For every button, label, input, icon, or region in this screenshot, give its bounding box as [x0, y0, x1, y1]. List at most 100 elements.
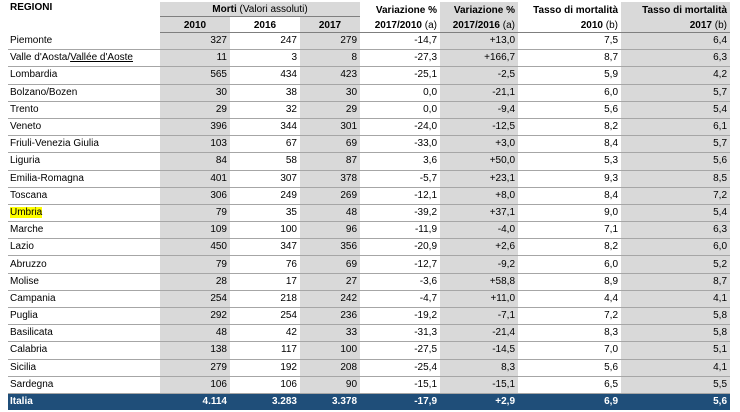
region-name: Calabria — [8, 341, 160, 360]
cell-v1710: -12,1 — [360, 187, 441, 205]
cell-t2017: 5,6 — [621, 393, 731, 410]
region-label: Campania — [10, 292, 56, 304]
region-label: Veneto — [10, 121, 42, 133]
header-tasso1-note: (b) — [605, 20, 619, 31]
cell-t2017: 6,3 — [621, 49, 731, 68]
header-year-2016: 2016 — [230, 16, 300, 33]
region-name: Sicilia — [8, 359, 160, 377]
header-var1-period: 2017/2010 — [374, 20, 422, 31]
table-row: Sardegna 106 106 90 -15,1 -15,1 6,5 5,5 — [8, 376, 731, 394]
table-row: Piemonte 327 247 279 -14,7 +13,0 7,5 6,4 — [8, 32, 731, 51]
cell-v1710: -25,1 — [360, 66, 441, 85]
cell-m2016: 100 — [230, 221, 300, 240]
cell-m2017: 8 — [300, 49, 361, 68]
region-label: Abruzzo — [10, 258, 47, 270]
region-label: Toscana — [10, 189, 48, 201]
cell-v1710: -4,7 — [360, 290, 441, 309]
header-var2-l2: 2017/2016 (a) — [440, 16, 519, 33]
table-row: Lombardia 565 434 423 -25,1 -2,5 5,9 4,2 — [8, 66, 731, 85]
cell-t2010: 7,1 — [518, 221, 622, 240]
cell-m2010: 79 — [160, 255, 230, 274]
cell-t2010: 4,4 — [518, 290, 622, 309]
cell-m2016: 58 — [230, 152, 300, 171]
cell-m2016: 17 — [230, 273, 300, 291]
cell-t2010: 8,4 — [518, 135, 622, 154]
cell-m2016: 67 — [230, 135, 300, 154]
region-name: Puglia — [8, 307, 160, 326]
region-name: Trento — [8, 101, 160, 119]
table-row: Lazio 450 347 356 -20,9 +2,6 8,2 6,0 — [8, 238, 731, 257]
cell-t2017: 4,2 — [621, 66, 731, 85]
region-name: Sardegna — [8, 376, 160, 394]
cell-v1716: -14,5 — [440, 341, 519, 360]
cell-m2010: 306 — [160, 187, 230, 205]
cell-m2010: 84 — [160, 152, 230, 171]
header-morti-label: Morti — [212, 4, 237, 15]
header-tasso1-year: 2010 — [580, 20, 603, 31]
table-row: Basilicata 48 42 33 -31,3 -21,4 8,3 5,8 — [8, 324, 731, 343]
region-label: Emilia-Romagna — [10, 172, 84, 184]
cell-t2017: 6,1 — [621, 118, 731, 137]
table-row: Bolzano/Bozen 30 38 30 0,0 -21,1 6,0 5,7 — [8, 84, 731, 102]
cell-m2016: 35 — [230, 204, 300, 223]
cell-v1716: +3,0 — [440, 135, 519, 154]
cell-t2017: 6,3 — [621, 221, 731, 240]
cell-v1716: +2,9 — [440, 393, 519, 410]
cell-v1716: +13,0 — [440, 32, 519, 51]
cell-m2010: 48 — [160, 324, 230, 343]
cell-m2016: 347 — [230, 238, 300, 257]
cell-m2017: 69 — [300, 135, 361, 154]
region-label: Piemonte — [10, 34, 53, 46]
cell-m2016: 192 — [230, 359, 300, 377]
region-name: Valle d'Aosta/Vallée d'Aoste — [8, 49, 160, 68]
cell-m2010: 450 — [160, 238, 230, 257]
cell-m2017: 69 — [300, 255, 361, 274]
cell-m2017: 27 — [300, 273, 361, 291]
cell-m2010: 4.114 — [160, 393, 230, 410]
region-label: Trento — [10, 103, 39, 115]
cell-m2016: 76 — [230, 255, 300, 274]
region-label: Lombardia — [10, 69, 58, 81]
cell-v1710: -14,7 — [360, 32, 441, 51]
cell-m2017: 30 — [300, 84, 361, 102]
cell-m2017: 356 — [300, 238, 361, 257]
table-row: Friuli-Venezia Giulia 103 67 69 -33,0 +3,0 8,4… — [8, 135, 731, 154]
cell-v1710: -39,2 — [360, 204, 441, 223]
cell-m2016: 42 — [230, 324, 300, 343]
cell-m2016: 254 — [230, 307, 300, 326]
cell-v1710: -15,1 — [360, 376, 441, 394]
cell-v1716: +50,0 — [440, 152, 519, 171]
cell-v1710: -31,3 — [360, 324, 441, 343]
region-name: Italia — [8, 393, 160, 410]
cell-v1716: -12,5 — [440, 118, 519, 137]
header-tasso1-l2: 2010 (b) — [518, 16, 622, 33]
cell-t2010: 7,5 — [518, 32, 622, 51]
cell-m2010: 106 — [160, 376, 230, 394]
cell-m2017: 100 — [300, 341, 361, 360]
cell-m2017: 423 — [300, 66, 361, 85]
region-name: Molise — [8, 273, 160, 291]
cell-v1710: -33,0 — [360, 135, 441, 154]
cell-t2010: 8,9 — [518, 273, 622, 291]
cell-v1716: -21,4 — [440, 324, 519, 343]
region-label: Basilicata — [10, 327, 53, 339]
cell-t2017: 5,8 — [621, 307, 731, 326]
cell-t2010: 6,9 — [518, 393, 622, 410]
cell-v1716: +11,0 — [440, 290, 519, 309]
header-tasso2-l1: Tasso di mortalità — [621, 2, 731, 17]
region-label: Puglia — [10, 310, 38, 322]
region-label: Italia — [10, 395, 33, 407]
cell-v1716: +58,8 — [440, 273, 519, 291]
cell-m2016: 3.283 — [230, 393, 300, 410]
cell-v1710: -5,7 — [360, 170, 441, 188]
table-row: Trento 29 32 29 0,0 -9,4 5,6 5,4 — [8, 101, 731, 119]
cell-m2016: 247 — [230, 32, 300, 51]
region-alt-label: Vallée d'Aoste — [70, 52, 133, 64]
cell-m2010: 28 — [160, 273, 230, 291]
cell-m2016: 434 — [230, 66, 300, 85]
region-label: Umbria — [10, 206, 43, 218]
cell-v1716: +2,6 — [440, 238, 519, 257]
cell-t2017: 6,0 — [621, 238, 731, 257]
cell-t2017: 4,1 — [621, 290, 731, 309]
cell-v1710: -24,0 — [360, 118, 441, 137]
